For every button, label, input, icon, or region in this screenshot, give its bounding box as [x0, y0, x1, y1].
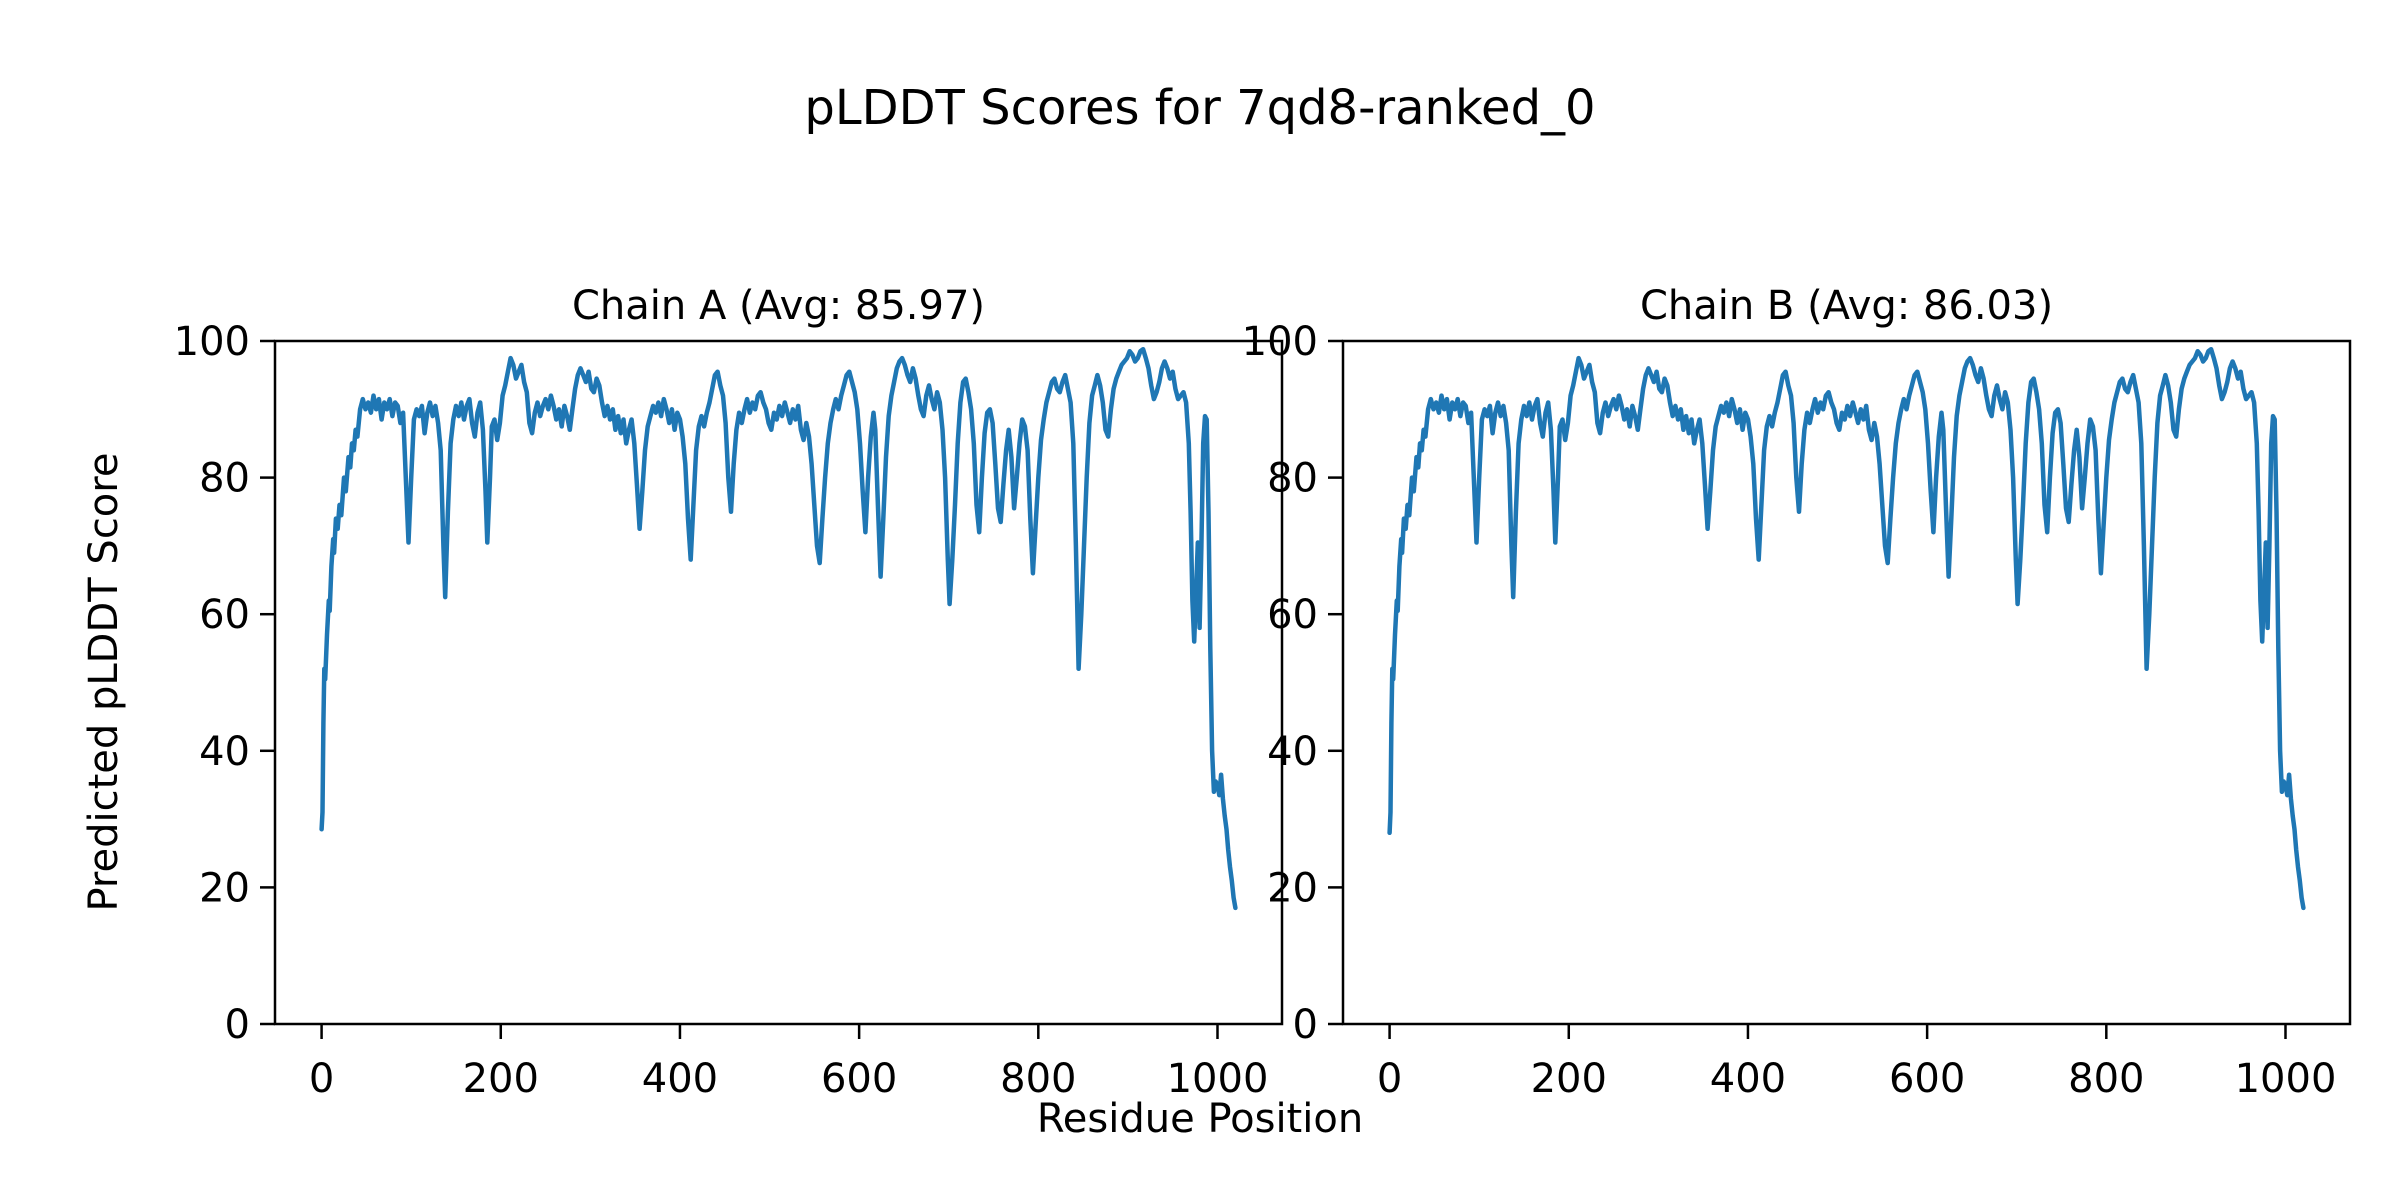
- y-tick-label-B: 100: [1242, 319, 1318, 365]
- x-tick-label-A: 400: [642, 1056, 718, 1102]
- subplot-a-title: Chain A (Avg: 85.97): [571, 283, 986, 329]
- x-tick-label-B: 0: [1377, 1056, 1402, 1102]
- chart-title: pLDDT Scores for 7qd8-ranked_0: [804, 80, 1596, 136]
- x-tick-label-A: 1000: [1167, 1056, 1269, 1102]
- x-tick-label-B: 600: [1889, 1056, 1965, 1102]
- y-tick-label-B: 0: [1293, 1002, 1318, 1048]
- plddt-line-chain-A: [319, 346, 1238, 911]
- y-tick-label-B: 40: [1267, 729, 1318, 775]
- axes-spines-A: [273, 339, 1284, 1026]
- y-tick-label-A: 20: [199, 865, 250, 911]
- x-tick-label-A: 800: [1000, 1056, 1076, 1102]
- x-tick-label-A: 0: [309, 1056, 334, 1102]
- x-tick-label-B: 200: [1531, 1056, 1607, 1102]
- x-tick-label-A: 200: [463, 1056, 539, 1102]
- x-axis-label: Residue Position: [1036, 1096, 1364, 1142]
- axes-spines-B: [1341, 339, 2352, 1026]
- x-tick-label-A: 600: [821, 1056, 897, 1102]
- x-tick-label-B: 800: [2068, 1056, 2144, 1102]
- y-tick-label-B: 80: [1267, 456, 1318, 502]
- y-tick-label-A: 0: [225, 1002, 250, 1048]
- y-tick-label-A: 100: [174, 319, 250, 365]
- subplot-b-title: Chain B (Avg: 86.03): [1639, 283, 2054, 329]
- y-tick-label-B: 20: [1267, 865, 1318, 911]
- y-tick-label-A: 60: [199, 592, 250, 638]
- x-tick-label-B: 1000: [2235, 1056, 2337, 1102]
- y-tick-label-A: 80: [199, 456, 250, 502]
- plddt-line-chain-B: [1387, 346, 2306, 911]
- y-tick-label-A: 40: [199, 729, 250, 775]
- y-tick-label-B: 60: [1267, 592, 1318, 638]
- x-tick-label-B: 400: [1710, 1056, 1786, 1102]
